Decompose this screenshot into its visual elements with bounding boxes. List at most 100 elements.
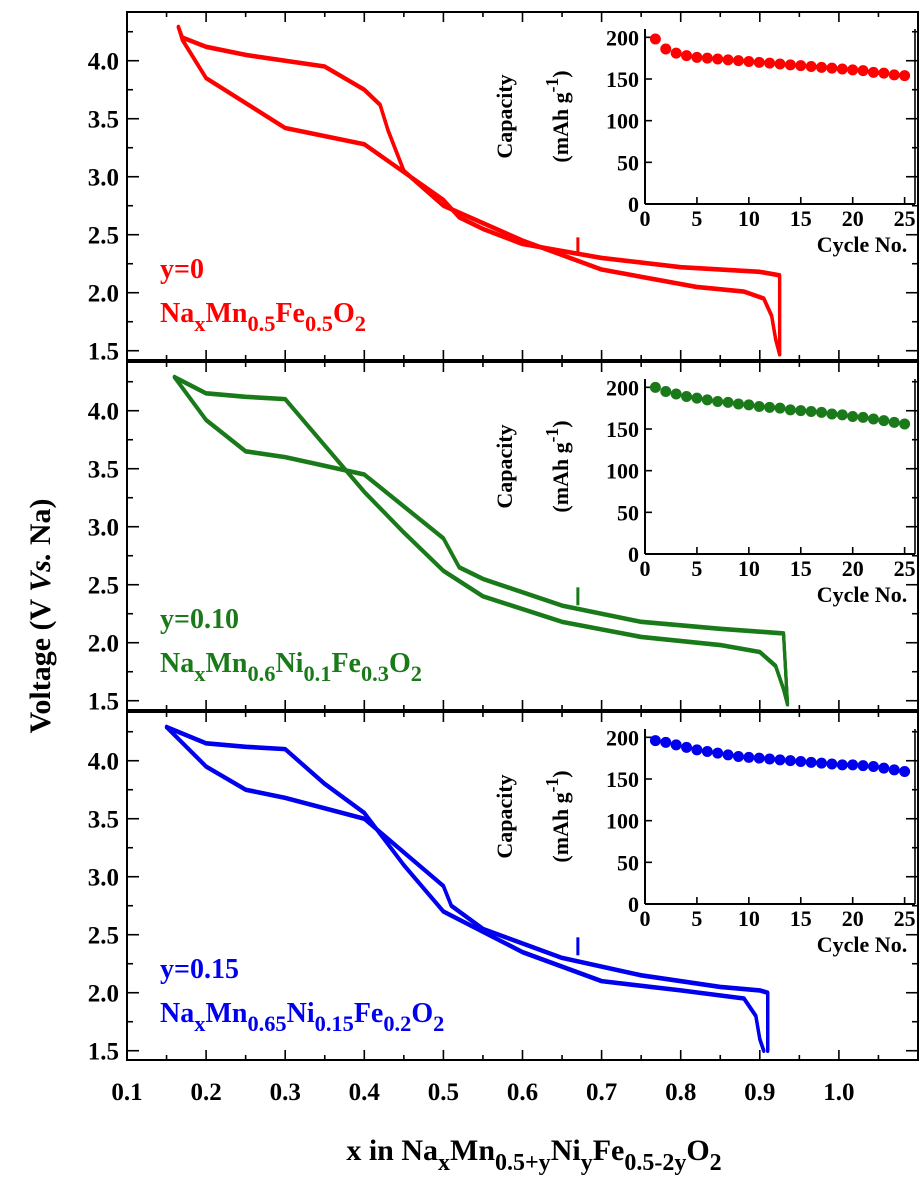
inset-y-title-line1: Capacity [492, 74, 517, 158]
capacity-point [681, 50, 693, 62]
inset-x-tick-label: 25 [894, 906, 916, 931]
y-tick-label: 1.5 [88, 339, 119, 366]
capacity-point [805, 406, 817, 417]
y-tick-label: 4.0 [88, 749, 119, 776]
inset-y-tick-label: 150 [606, 67, 639, 92]
x-tick-label: 0.4 [349, 1079, 381, 1106]
capacity-point [732, 751, 744, 762]
composition-formula: NaxMn0.5Fe0.5O2 [160, 298, 366, 336]
voltage-curve-0 [172, 376, 790, 707]
composition-formula: NaxMn0.6Ni0.1Fe0.3O2 [160, 648, 422, 686]
voltage-curve-1 [164, 726, 770, 1054]
inset-y-title-line2: (mAh g-1) [542, 70, 573, 162]
y-tick-label: 1.5 [88, 689, 119, 716]
capacity-point [764, 401, 776, 413]
capacity-point [691, 392, 703, 404]
inset-x-tick-label: 0 [640, 556, 651, 581]
capacity-point [795, 405, 807, 417]
inset-x-tick-label: 20 [842, 556, 864, 581]
subscript-text: x [194, 1011, 206, 1036]
subscript-text: x [438, 1150, 450, 1176]
inset-y-tick-label: 50 [617, 500, 639, 525]
capacity-point [826, 62, 838, 74]
inset-x-tick-label: 10 [738, 906, 760, 931]
capacity-point [732, 398, 744, 410]
inset-y-title-sup: -1 [542, 778, 562, 793]
y-tick-label: 3.5 [88, 807, 119, 834]
y-tick-label: 4.0 [88, 49, 119, 76]
composition-y-label: y=0 [160, 254, 204, 285]
x-tick-label: 0.9 [744, 1079, 775, 1106]
inset-y-title-tail: ) [548, 70, 573, 77]
capacity-point [691, 51, 703, 63]
voltage-curve-1 [176, 26, 782, 357]
capacity-point [826, 758, 838, 770]
subscript-text: 0.65 [247, 1011, 286, 1036]
capacity-point [784, 404, 796, 416]
voltage-curve-1 [172, 375, 790, 706]
capacity-point [878, 67, 890, 79]
capacity-point [847, 64, 859, 76]
capacity-point [795, 60, 807, 72]
formula-text: Ni [275, 648, 303, 679]
y-tick-label: 3.5 [88, 107, 119, 134]
inset-x-tick-label: 0 [640, 906, 651, 931]
capacity-point [784, 59, 796, 71]
inset-x-title: Cycle No. [817, 932, 907, 957]
inset-y-tick-label: 100 [606, 459, 639, 484]
inset-x-tick-label: 15 [790, 906, 812, 931]
voltage-curve-1 [164, 724, 770, 1052]
subscript-text: 0.1 [303, 661, 331, 686]
x-tick-label: 0.7 [586, 1079, 617, 1106]
capacity-point [836, 759, 848, 771]
subscript-text: 0.6 [247, 661, 275, 686]
y-tick-label: 4.0 [88, 399, 119, 426]
y-tick-label: 1.5 [88, 1039, 119, 1066]
voltage-curve-1 [164, 725, 770, 1053]
inset-y-tick-label: 100 [606, 109, 639, 134]
capacity-point [826, 408, 838, 420]
voltage-curve-0 [176, 25, 782, 356]
inset-y-tick-label: 50 [617, 850, 639, 875]
composition-y-label: y=0.10 [160, 604, 239, 635]
inset-y-title-sup: -1 [542, 428, 562, 443]
subscript-text: 0.5+y [495, 1150, 551, 1176]
capacity-point [805, 61, 817, 72]
subscript-text: y [581, 1150, 593, 1176]
inset-x-tick-label: 5 [691, 206, 702, 231]
capacity-point [836, 63, 848, 75]
capacity-point [847, 411, 859, 422]
y-tick-label: 2.0 [88, 281, 119, 308]
voltage-curve-0 [176, 26, 782, 357]
panel-2: 1.5 2.0 2.5 3.0 3.5 4.0 y=0.15 NaxMn0.65Ni0.15F… [88, 711, 919, 1066]
formula-text: Mn [205, 648, 247, 679]
formula-text: Ni [287, 998, 315, 1029]
capacity-point [795, 756, 807, 767]
inset-x-tick-label: 10 [738, 206, 760, 231]
x-tick-label: 0.2 [190, 1079, 221, 1106]
inset-y-tick-label: 50 [617, 150, 639, 175]
voltage-curve-0 [164, 726, 766, 1054]
capacity-point [899, 70, 911, 82]
inset-x-tick-label: 10 [738, 556, 760, 581]
capacity-point [857, 411, 869, 423]
y-tick-label: 3.0 [88, 165, 119, 192]
formula-text: Mn [450, 1134, 495, 1167]
inset-y-title-sup: -1 [542, 78, 562, 93]
y-axis-title-main: Voltage (V [24, 592, 57, 734]
capacity-point [784, 755, 796, 767]
inset-y-tick-label: 150 [606, 767, 639, 792]
formula-text: Fe [354, 998, 384, 1029]
inset-y-tick-label: 100 [606, 809, 639, 834]
capacity-point [847, 759, 859, 771]
formula-text: Na [160, 998, 194, 1029]
y-tick-label: 3.0 [88, 515, 119, 542]
capacity-point [764, 57, 776, 69]
voltage-curve-0 [172, 374, 790, 706]
formula-text: Fe [593, 1134, 625, 1167]
capacity-point [774, 402, 786, 414]
capacity-point [722, 54, 734, 66]
formula-text: Fe [275, 298, 305, 329]
capacity-point [888, 416, 900, 428]
